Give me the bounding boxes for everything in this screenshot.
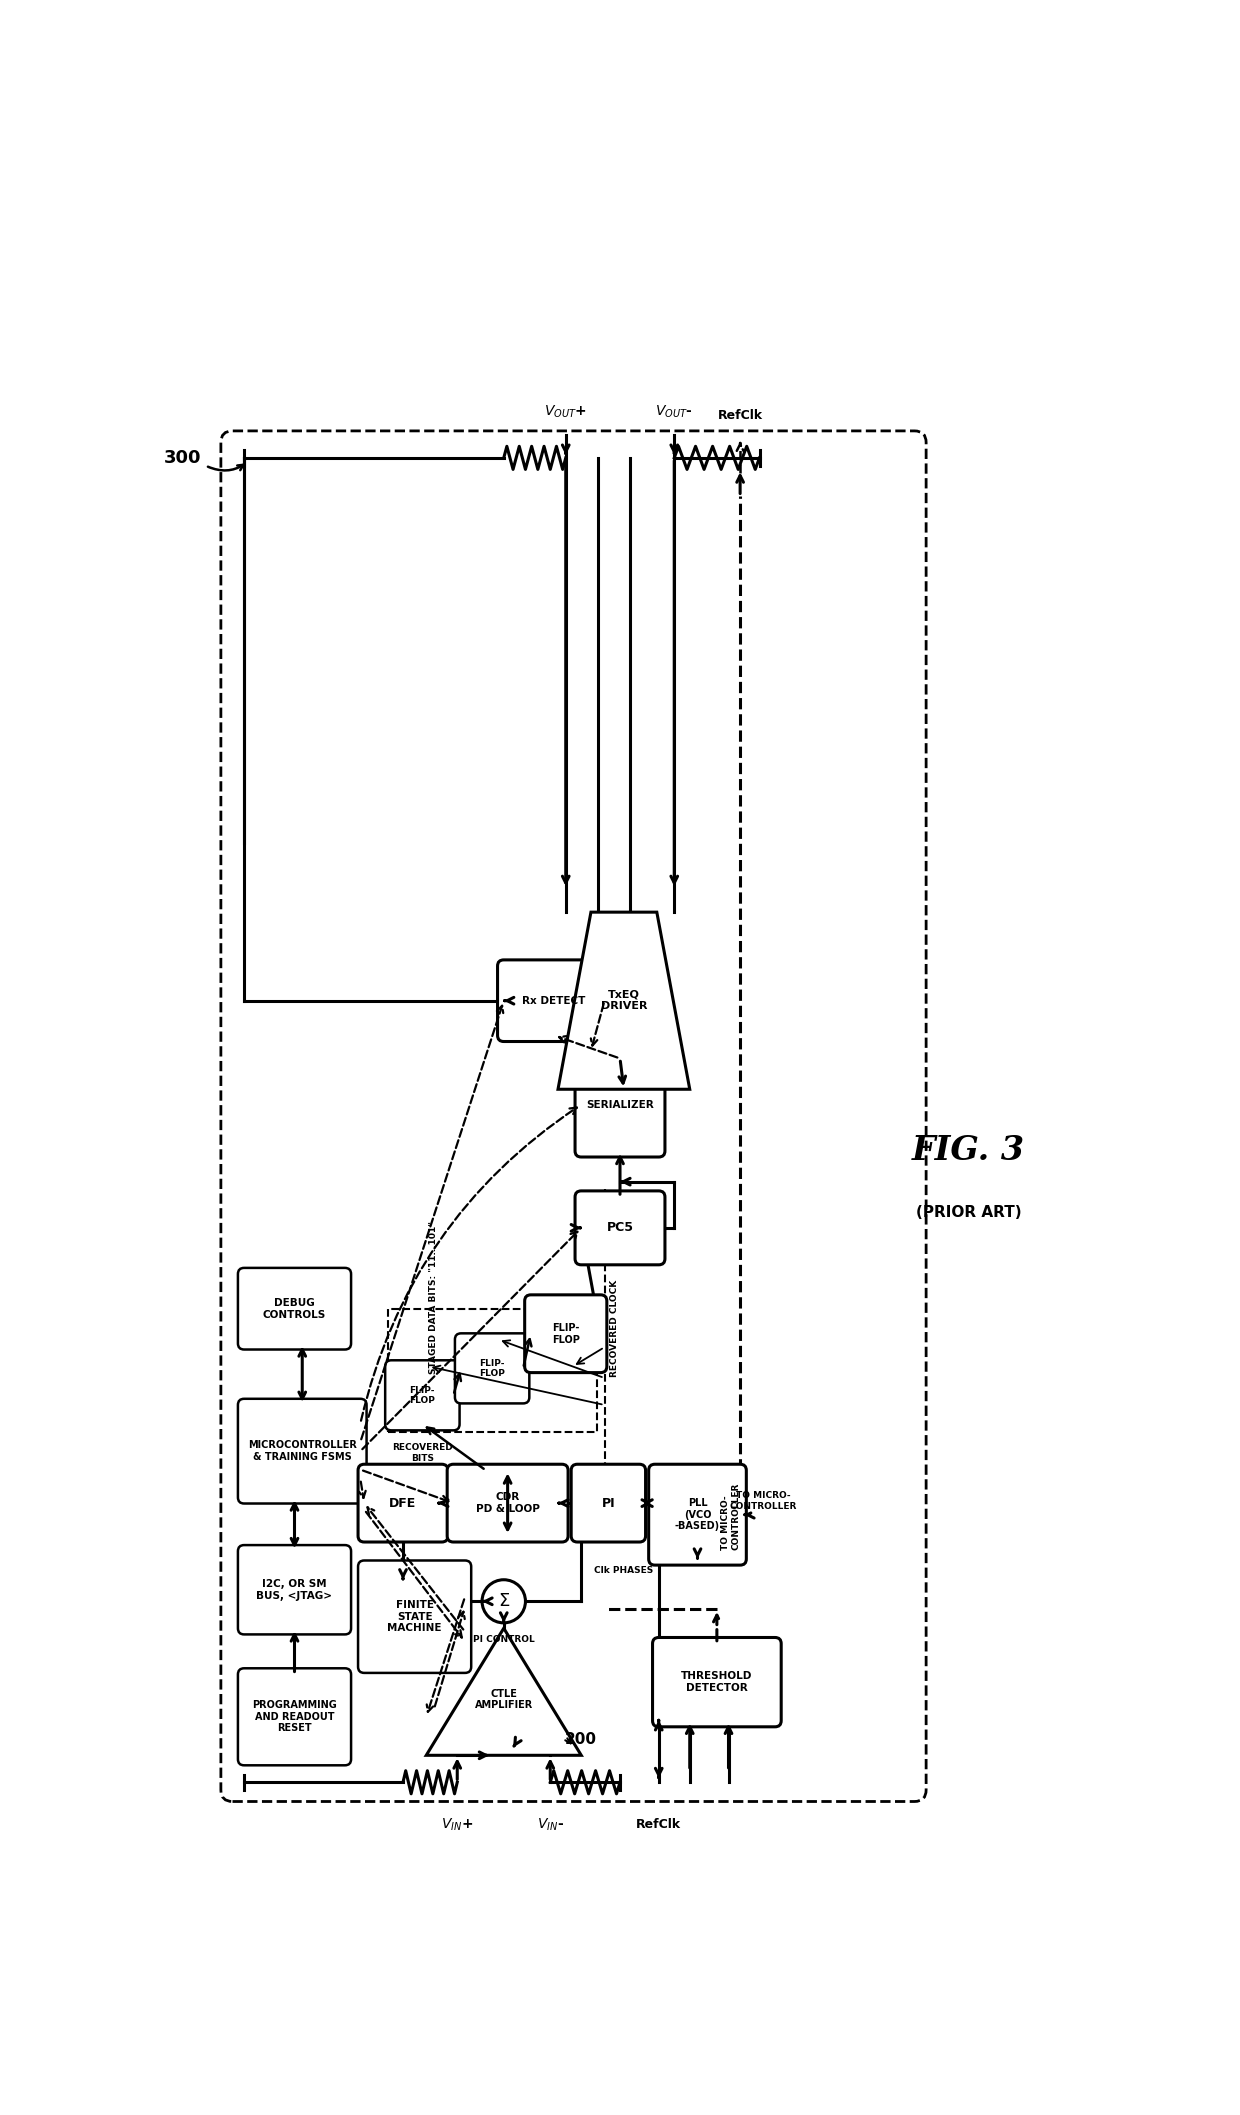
FancyBboxPatch shape <box>386 1360 460 1430</box>
Text: FLIP-
FLOP: FLIP- FLOP <box>409 1385 435 1404</box>
Text: 300: 300 <box>164 448 201 467</box>
FancyBboxPatch shape <box>358 1464 448 1542</box>
Text: FIG. 3: FIG. 3 <box>913 1134 1025 1167</box>
Text: Rx DETECT: Rx DETECT <box>522 996 585 1007</box>
Text: PI: PI <box>601 1497 615 1510</box>
Text: $V_{IN}$+: $V_{IN}$+ <box>441 1817 474 1834</box>
Text: PROGRAMMING
AND READOUT
RESET: PROGRAMMING AND READOUT RESET <box>252 1700 337 1734</box>
Text: DFE: DFE <box>389 1497 417 1510</box>
FancyBboxPatch shape <box>238 1267 351 1349</box>
FancyBboxPatch shape <box>649 1464 746 1565</box>
Text: PC5: PC5 <box>606 1220 634 1235</box>
Circle shape <box>482 1580 526 1622</box>
Text: THRESHOLD
DETECTOR: THRESHOLD DETECTOR <box>681 1671 753 1692</box>
Text: RefClk: RefClk <box>636 1819 681 1832</box>
Text: RefClk: RefClk <box>718 408 763 423</box>
Bar <box>387 1309 596 1432</box>
Text: CTLE
AMPLIFIER: CTLE AMPLIFIER <box>475 1688 533 1711</box>
Text: 200: 200 <box>565 1732 598 1747</box>
Text: TO MICRO-
CONTROLLER: TO MICRO- CONTROLLER <box>729 1491 797 1510</box>
Polygon shape <box>558 912 689 1089</box>
FancyBboxPatch shape <box>497 960 611 1041</box>
FancyBboxPatch shape <box>448 1464 568 1542</box>
Text: DEBUG
CONTROLS: DEBUG CONTROLS <box>263 1299 326 1320</box>
Text: FLIP-
FLOP: FLIP- FLOP <box>552 1322 579 1345</box>
Text: TO MICRO-
CONTROLLER: TO MICRO- CONTROLLER <box>720 1483 740 1550</box>
Polygon shape <box>427 1629 582 1755</box>
Text: CDR
PD & LOOP: CDR PD & LOOP <box>476 1493 539 1514</box>
FancyBboxPatch shape <box>455 1332 529 1404</box>
FancyBboxPatch shape <box>652 1637 781 1726</box>
FancyBboxPatch shape <box>572 1464 646 1542</box>
Text: FINITE
STATE
MACHINE: FINITE STATE MACHINE <box>387 1601 441 1633</box>
Text: PI CONTROL: PI CONTROL <box>472 1635 534 1643</box>
Text: PLL
(VCO
-BASED): PLL (VCO -BASED) <box>675 1497 720 1531</box>
Text: SERIALIZER: SERIALIZER <box>587 1100 653 1110</box>
Text: I2C, OR SM
BUS, <JTAG>: I2C, OR SM BUS, <JTAG> <box>257 1580 332 1601</box>
Text: STAGED DATA BITS: "11...101": STAGED DATA BITS: "11...101" <box>429 1220 439 1373</box>
FancyBboxPatch shape <box>525 1294 606 1373</box>
FancyBboxPatch shape <box>238 1398 367 1504</box>
FancyBboxPatch shape <box>238 1546 351 1635</box>
Text: Clk PHASES: Clk PHASES <box>594 1565 653 1576</box>
Text: (PRIOR ART): (PRIOR ART) <box>916 1206 1022 1220</box>
Text: $V_{OUT}$+: $V_{OUT}$+ <box>544 404 587 421</box>
Text: TxEQ
DRIVER: TxEQ DRIVER <box>600 990 647 1011</box>
Text: RECOVERED
BITS: RECOVERED BITS <box>392 1442 453 1464</box>
Text: RECOVERED CLOCK: RECOVERED CLOCK <box>610 1280 619 1377</box>
FancyBboxPatch shape <box>575 1053 665 1157</box>
Text: $V_{OUT}$-: $V_{OUT}$- <box>656 404 693 421</box>
Text: MICROCONTROLLER
& TRAINING FSMS: MICROCONTROLLER & TRAINING FSMS <box>248 1440 357 1461</box>
Text: FLIP-
FLOP: FLIP- FLOP <box>479 1358 505 1379</box>
FancyBboxPatch shape <box>238 1669 351 1766</box>
FancyBboxPatch shape <box>358 1561 471 1673</box>
Text: $V_{IN}$-: $V_{IN}$- <box>537 1817 564 1834</box>
FancyBboxPatch shape <box>575 1191 665 1265</box>
Text: $\Sigma$: $\Sigma$ <box>497 1593 510 1610</box>
